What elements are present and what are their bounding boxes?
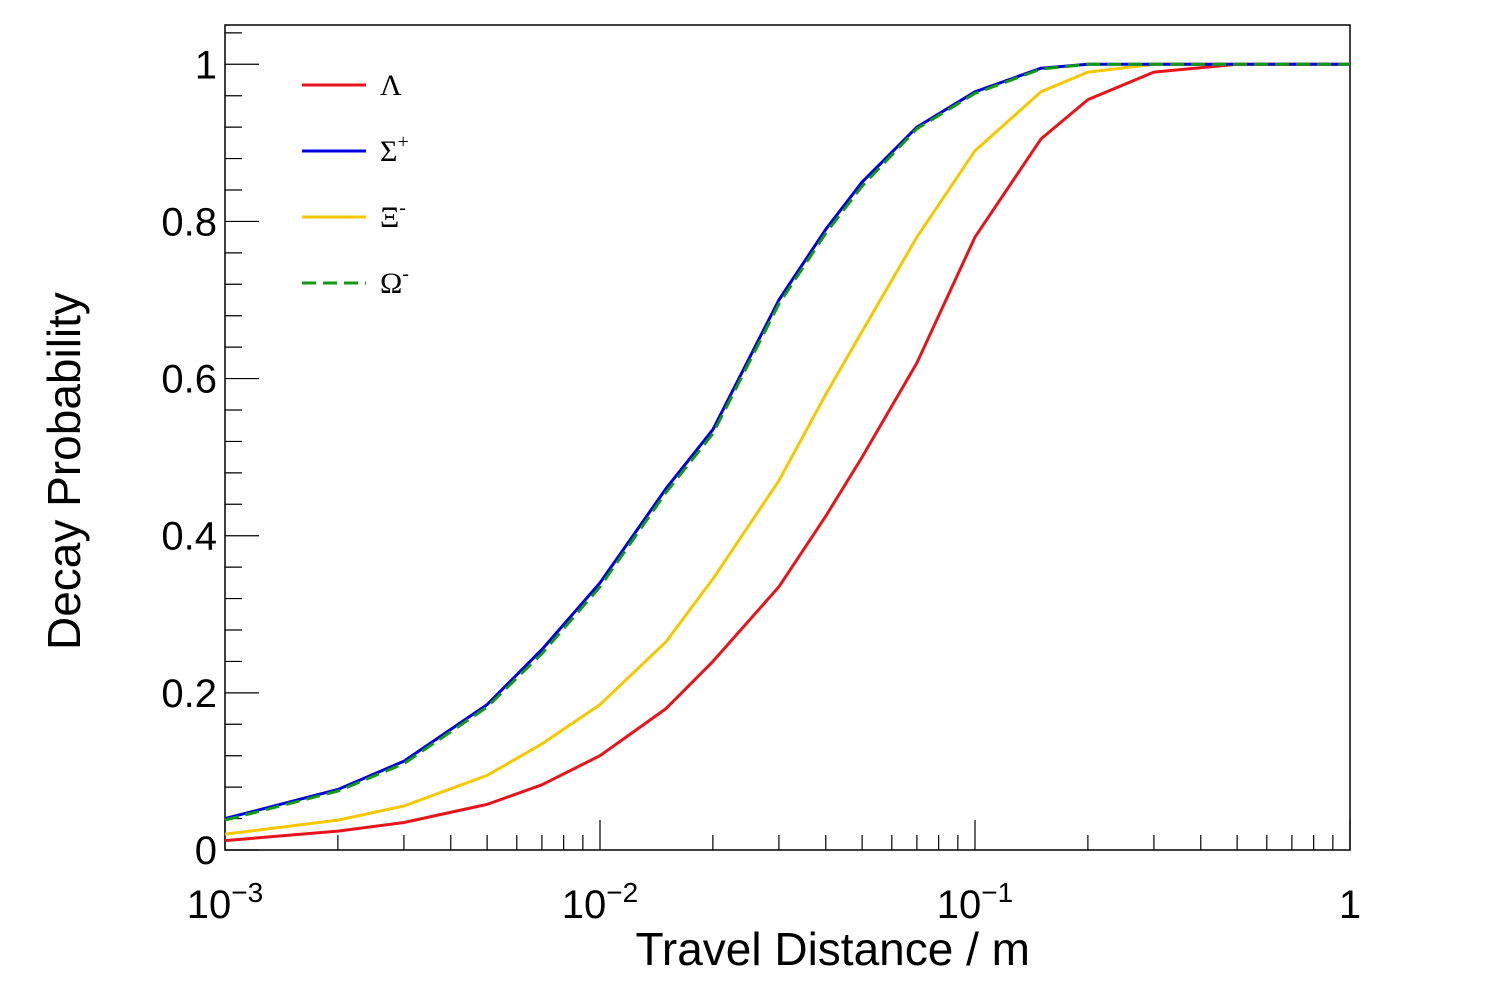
x-tick-base: 1 xyxy=(1339,883,1361,927)
legend-symbol: Λ xyxy=(380,69,402,102)
series-line xyxy=(224,62,1350,843)
y-tick-label: 0.2 xyxy=(161,672,217,716)
x-tick-base: 10 xyxy=(187,883,232,927)
y-tick-label: 1 xyxy=(195,43,217,87)
x-tick-label: 10−3 xyxy=(187,877,263,927)
legend-symbol: Ξ xyxy=(380,201,399,234)
legend-label: Ω- xyxy=(380,263,409,300)
x-tick-exponent: −2 xyxy=(606,877,638,908)
y-tick-label: 0.8 xyxy=(161,200,217,244)
axis-ticks xyxy=(224,32,1351,851)
x-tick-label: 1 xyxy=(1339,883,1361,927)
y-axis-title: Decay Probability xyxy=(38,292,90,650)
legend-superscript: - xyxy=(402,263,409,285)
y-tick-label: 0.6 xyxy=(161,358,217,402)
y-tick-label: 0 xyxy=(195,829,217,873)
x-tick-base: 10 xyxy=(562,883,607,927)
legend-superscript: + xyxy=(397,131,408,153)
legend-label: Ξ- xyxy=(380,197,406,234)
legend-symbol: Ω xyxy=(380,267,402,300)
x-tick-label: 10−1 xyxy=(937,877,1013,927)
x-axis-title: Travel Distance / m xyxy=(635,923,1030,975)
x-tick-label: 10−2 xyxy=(562,877,638,927)
y-tick-label: 0.4 xyxy=(161,515,217,559)
x-tick-exponent: −3 xyxy=(231,877,263,908)
legend-symbol: Σ xyxy=(380,135,397,168)
legend: ΛΣ+Ξ-Ω- xyxy=(302,69,409,300)
legend-label: Σ+ xyxy=(380,131,409,168)
legend-superscript: - xyxy=(399,197,406,219)
plot-frame xyxy=(224,24,1351,851)
legend-label: Λ xyxy=(380,69,402,102)
x-tick-exponent: −1 xyxy=(981,877,1013,908)
series-lines xyxy=(224,62,1350,843)
x-tick-base: 10 xyxy=(937,883,982,927)
series-line xyxy=(224,62,1350,822)
